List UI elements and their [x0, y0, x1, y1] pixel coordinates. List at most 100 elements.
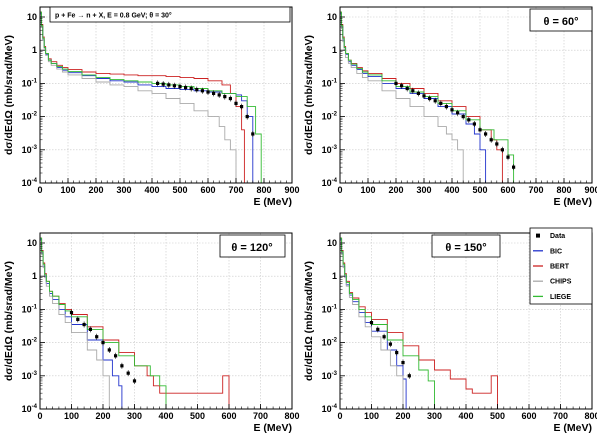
y-tick-base: 10	[322, 112, 332, 122]
data-point	[484, 132, 488, 136]
y-tick-label: 10-3	[322, 371, 338, 381]
data-point	[126, 371, 130, 375]
data-point	[450, 108, 454, 112]
x-tick-label: 600	[500, 185, 515, 195]
data-point	[369, 321, 374, 325]
data-point	[416, 91, 420, 95]
data-point	[132, 379, 137, 383]
series-line-liege	[40, 237, 167, 409]
x-tick-label: 500	[172, 185, 187, 195]
y-tick-label: 10-3	[22, 371, 38, 381]
legend-item-liege: LIEGE	[533, 294, 571, 301]
x-tick-label: 500	[490, 411, 505, 421]
x-tick-label: 200	[88, 185, 103, 195]
data-point	[506, 155, 510, 159]
y-tick-base: 10	[22, 304, 32, 314]
x-tick-label: 800	[584, 411, 597, 421]
data-point	[251, 132, 255, 136]
data-point	[88, 327, 92, 331]
data-point	[245, 114, 249, 119]
y-tick-label: 10-2	[22, 338, 38, 348]
y-tick-label: 10	[327, 12, 337, 22]
series-line-liege	[340, 11, 515, 183]
series-line-liege	[40, 11, 262, 183]
data-point	[411, 89, 415, 93]
x-tick-label: 600	[521, 411, 536, 421]
series-line-bert	[40, 237, 230, 409]
x-tick-label: 0	[337, 185, 342, 195]
legend-label: Data	[550, 233, 565, 240]
data-point	[395, 350, 399, 355]
chart-panel-3: 0 100 200 300 400 500 600 700 80010-410-310-210-…	[3, 232, 300, 434]
y-axis-label: dσ/dEdΩ (mb/srad/MeV)	[3, 261, 15, 381]
y-tick-label: 10-2	[322, 112, 338, 122]
data-point	[114, 354, 118, 358]
data-point	[69, 311, 74, 315]
y-tick-base: 10	[322, 178, 332, 188]
data-point	[195, 88, 199, 92]
y-tick-base: 10	[322, 145, 332, 155]
y-tick-label: 10-1	[322, 304, 338, 314]
legend-item-bic: BIC	[533, 248, 562, 255]
y-tick-exponent: -2	[332, 112, 338, 118]
data-point	[405, 86, 409, 91]
annotation-box	[49, 6, 291, 23]
legend-label: CHIPS	[550, 279, 572, 286]
y-tick-label: 1	[32, 45, 37, 55]
x-tick-label: 400	[158, 411, 173, 421]
y-tick-base: 1	[32, 45, 37, 55]
x-tick-label: 700	[228, 185, 243, 195]
x-tick-label: 200	[95, 411, 110, 421]
chart-panel-4: 010020030040050060070080010-410-310-210-…	[303, 227, 597, 434]
data-point	[489, 138, 493, 142]
data-point	[461, 114, 465, 119]
x-tick-label: 500	[472, 185, 487, 195]
y-tick-base: 1	[32, 271, 37, 281]
plot-area	[340, 7, 592, 183]
series-line-chips	[40, 13, 237, 183]
x-axis-label: E (MeV)	[553, 196, 592, 208]
data-point	[439, 101, 443, 105]
x-tick-label: 600	[200, 185, 215, 195]
x-axis-label: E (MeV)	[253, 422, 292, 434]
y-tick-label: 10-1	[22, 78, 38, 88]
y-tick-base: 10	[322, 371, 332, 381]
y-tick-label: 10-4	[322, 178, 338, 188]
annotation-text: θ = 150°	[445, 242, 486, 254]
legend-label: BIC	[550, 248, 562, 255]
data-point	[223, 95, 227, 99]
y-tick-label: 10	[27, 238, 37, 248]
y-tick-base: 10	[22, 338, 32, 348]
data-point	[82, 322, 86, 327]
y-tick-label: 10	[327, 238, 337, 248]
y-tick-exponent: -4	[32, 178, 38, 184]
y-tick-exponent: -3	[332, 145, 338, 151]
y-tick-label: 10-1	[322, 78, 338, 88]
data-point	[200, 89, 204, 93]
y-tick-exponent: -3	[32, 371, 38, 377]
x-tick-label: 100	[360, 185, 375, 195]
y-axis-label: dσ/dEdΩ (mb/srad/MeV)	[303, 261, 315, 381]
data-point	[189, 86, 193, 91]
data-point	[101, 340, 105, 345]
x-tick-label: 800	[556, 185, 571, 195]
legend-label: BERT	[550, 264, 570, 271]
y-tick-exponent: -1	[32, 304, 38, 310]
data-point	[422, 94, 426, 98]
data-point	[161, 82, 165, 86]
y-tick-base: 10	[22, 404, 32, 414]
data-point	[444, 105, 448, 109]
data-point	[500, 148, 504, 152]
x-tick-label: 400	[458, 411, 473, 421]
data-point	[433, 99, 437, 103]
x-tick-label: 400	[444, 185, 459, 195]
data-point	[495, 142, 499, 146]
legend-item-data: Data	[536, 233, 565, 240]
legend: Data BIC BERT CHIPS LIEGE	[529, 227, 593, 305]
y-tick-exponent: -1	[32, 78, 38, 84]
x-tick-label: 600	[221, 411, 236, 421]
x-tick-label: 300	[127, 411, 142, 421]
y-tick-base: 10	[22, 78, 32, 88]
data-point	[388, 342, 392, 346]
y-tick-base: 10	[327, 238, 337, 248]
